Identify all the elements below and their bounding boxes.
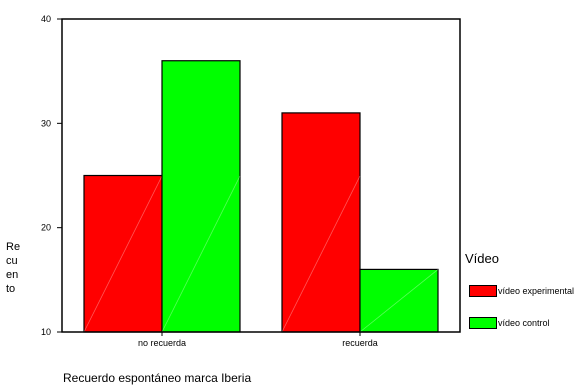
bar-hatch — [281, 175, 361, 333]
bar-hatch — [359, 269, 439, 333]
y-tick-label: 20 — [41, 223, 51, 233]
y-tick-label: 30 — [41, 118, 51, 128]
y-axis: 10 20 30 40 — [41, 14, 62, 337]
plot-frame — [61, 18, 461, 333]
legend-label-control: vídeo control — [498, 318, 550, 328]
bar-experimental-0 — [83, 174, 163, 333]
legend-swatch-experimental — [469, 285, 497, 297]
bar-experimental-1 — [281, 112, 361, 333]
bars-group — [83, 60, 439, 333]
y-axis-label: Re cu en to — [6, 241, 21, 295]
bar-hatch — [161, 175, 241, 333]
legend-swatch-control — [469, 317, 497, 329]
x-axis-label: Recuerdo espontáneo marca Iberia — [63, 371, 252, 385]
bar-hatch — [83, 175, 163, 333]
x-category-label: no recuerda — [138, 338, 186, 348]
legend-title: Vídeo — [465, 251, 499, 266]
y-tick-label: 40 — [41, 14, 51, 24]
x-category-label: recuerda — [342, 338, 378, 348]
bar-control-0 — [161, 60, 241, 333]
legend-label-experimental: vídeo experimental — [498, 286, 575, 296]
y-tick-label: 10 — [41, 327, 51, 337]
x-axis: no recuerda recuerda — [138, 332, 378, 348]
